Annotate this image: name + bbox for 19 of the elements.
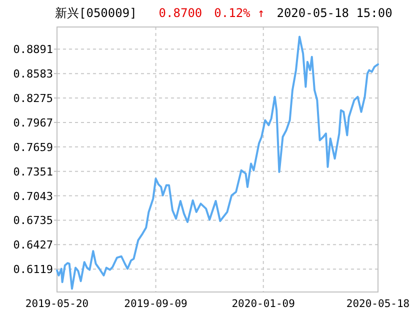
x-tick-label: 2020-01-09 [232, 298, 295, 310]
y-tick-label: 0.8275 [13, 92, 53, 106]
y-tick-label: 0.8583 [13, 68, 53, 81]
y-tick-label: 0.8891 [13, 43, 53, 56]
y-tick-label: 0.7967 [13, 116, 53, 130]
x-tick-label: 2019-05-20 [25, 298, 89, 310]
text: 0.12% ↑ [214, 6, 265, 20]
y-tick-label: 0.7659 [13, 140, 53, 154]
text: 2020-05-18 15:00 [276, 6, 392, 20]
y-tick-label: 0.6427 [13, 238, 53, 252]
y-tick-label: 0.7043 [13, 190, 53, 203]
line-series [56, 36, 379, 290]
y-tick-label: 0.6735 [13, 214, 53, 228]
x-tick-label: 2019-09-09 [124, 298, 188, 310]
chart-title: 新兴[050009] [55, 6, 137, 20]
y-tick-label: 0.6119 [13, 263, 53, 276]
y-tick-label: 0.7351 [13, 165, 53, 178]
x-tick-label: 2020-05-18 [346, 298, 410, 310]
text: 0.8700 [158, 6, 202, 20]
